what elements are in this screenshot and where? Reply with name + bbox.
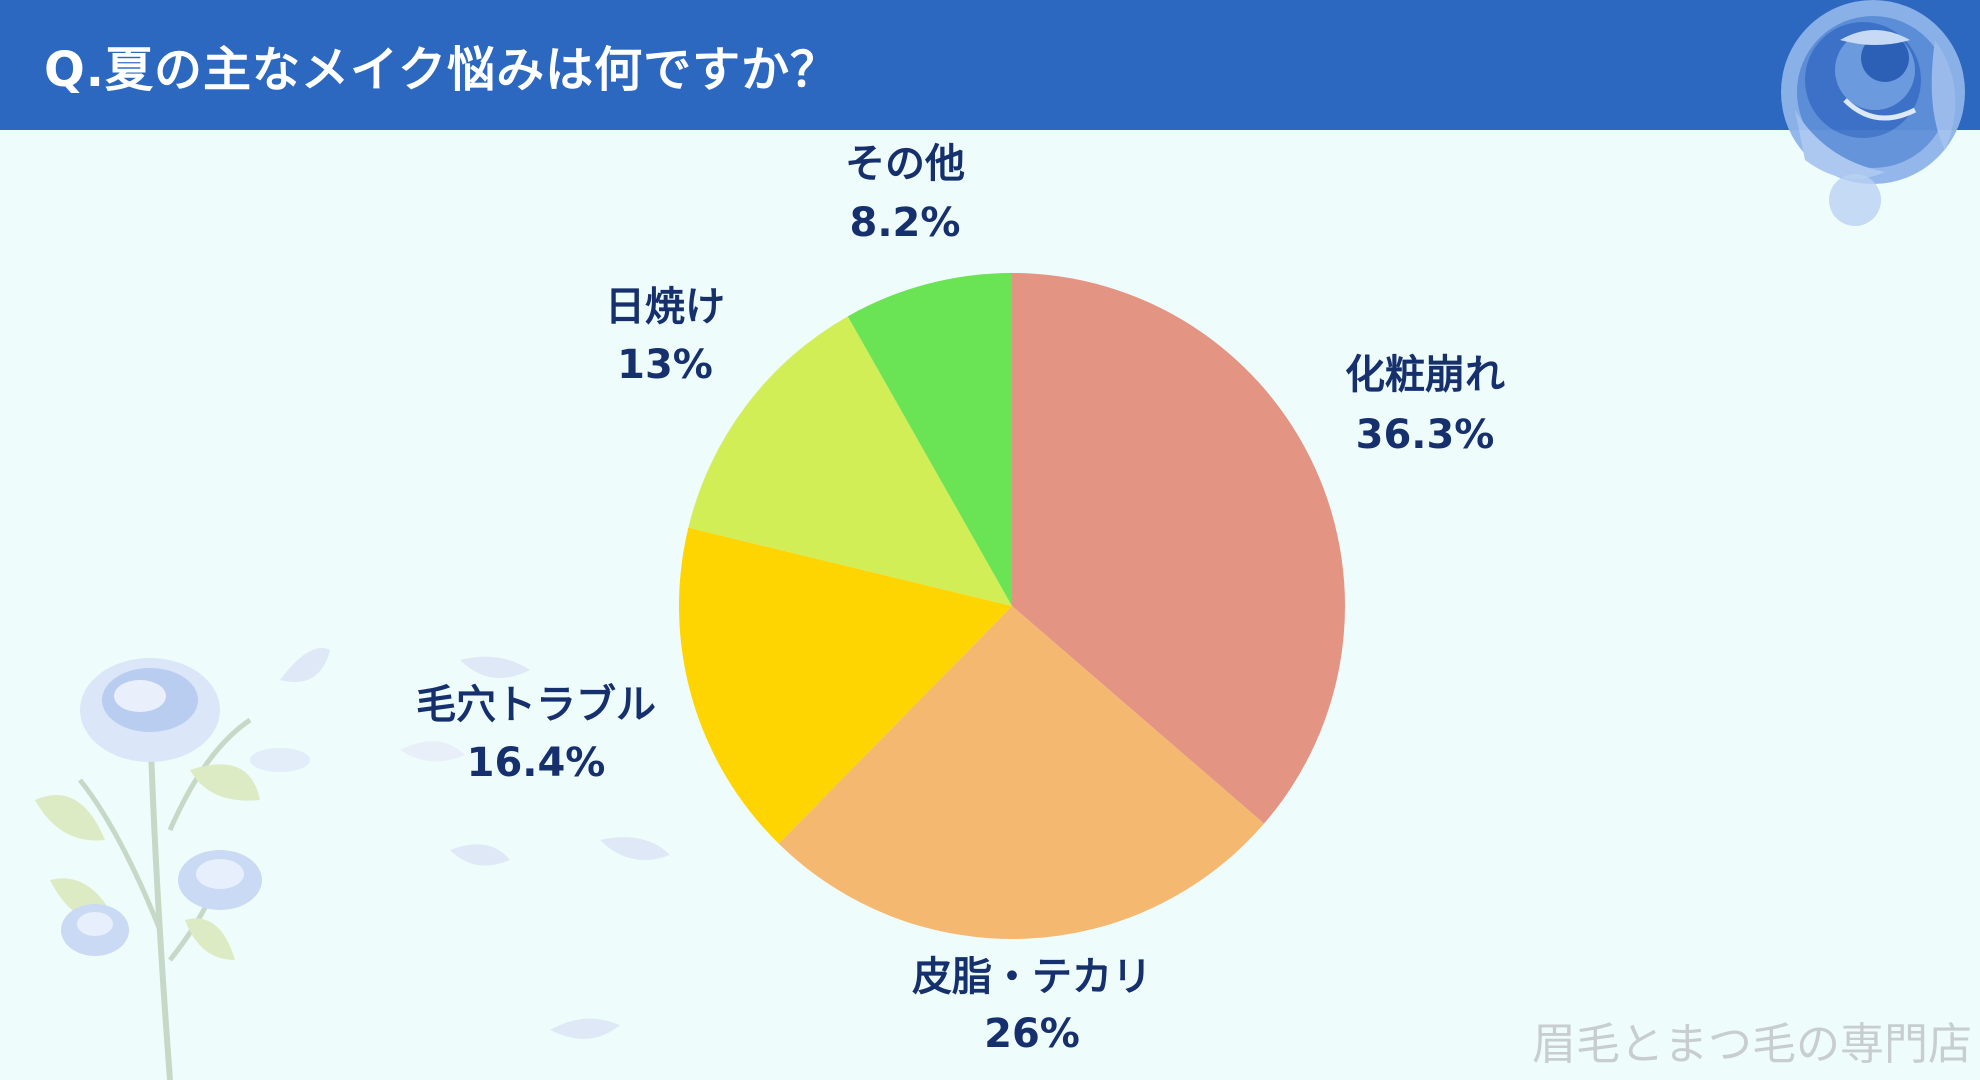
slice-value-label: 26% bbox=[984, 1011, 1080, 1057]
slice-category-label: 化粧崩れ bbox=[1345, 352, 1505, 398]
pie-slice bbox=[847, 273, 1012, 606]
pie-slice bbox=[679, 527, 1012, 844]
title-banner: Q.夏の主なメイク悩みは何ですか？ bbox=[0, 0, 1980, 130]
slice-category-label: 日焼け bbox=[605, 284, 725, 330]
pie-slice bbox=[688, 316, 1012, 606]
slice-category-label: 皮脂・テカリ bbox=[912, 954, 1152, 1000]
shop-credit: 眉毛とまつ毛の専門店 bbox=[1532, 1019, 1972, 1070]
pie-slice bbox=[1012, 273, 1345, 824]
slice-category-label: 毛穴トラブル bbox=[416, 682, 656, 728]
pie-slice bbox=[778, 606, 1265, 940]
slice-value-label: 36.3% bbox=[1356, 412, 1495, 458]
question-title: Q.夏の主なメイク悩みは何ですか？ bbox=[44, 42, 840, 98]
slice-value-label: 8.2% bbox=[850, 200, 961, 246]
blue-rose-icon bbox=[1781, 0, 1965, 226]
blue-rose-branch-icon bbox=[35, 658, 310, 1080]
slice-value-label: 16.4% bbox=[467, 740, 606, 786]
petals-decoration bbox=[280, 648, 670, 1039]
slice-category-label: その他 bbox=[845, 141, 965, 187]
slice-value-label: 13% bbox=[617, 342, 713, 388]
